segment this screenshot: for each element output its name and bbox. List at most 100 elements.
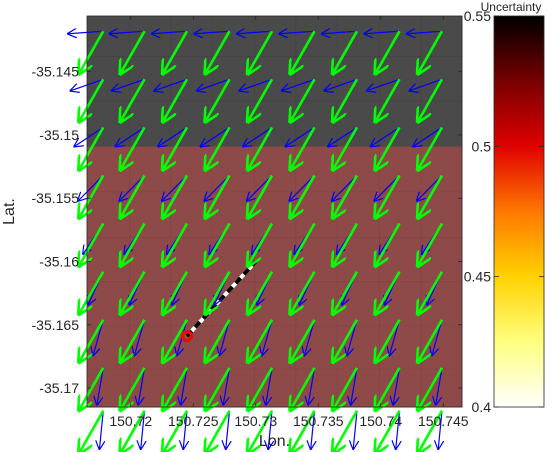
y-tick-label: -35.16 [39, 253, 79, 269]
heatmap-cell [379, 16, 422, 57]
green-arrow [333, 174, 359, 217]
green-arrow [291, 174, 316, 217]
green-arrow [80, 319, 105, 362]
heatmap-cell [379, 369, 422, 408]
blue-arrow [413, 126, 443, 146]
blue-arrow [410, 78, 443, 90]
green-arrow [418, 410, 444, 452]
heatmap-cell [254, 100, 297, 147]
green-arrow [163, 78, 189, 121]
blue-arrow [305, 319, 316, 355]
plot-frame [86, 15, 463, 408]
blue-arrow [197, 78, 230, 90]
heatmap-cell [87, 326, 130, 370]
blue-arrow [353, 410, 357, 449]
x-tick-label: 150.725 [168, 413, 219, 429]
green-arrow [376, 367, 401, 410]
green-arrow [418, 367, 444, 410]
heatmap [87, 16, 463, 408]
green-arrow [333, 78, 359, 121]
green-arrow [163, 270, 189, 314]
blue-arrow [237, 31, 273, 34]
green-arrow [163, 30, 189, 73]
blue-arrow [325, 78, 358, 90]
blue-arrow [158, 126, 188, 146]
heatmap-cell [170, 237, 213, 283]
blue-arrow [262, 319, 273, 355]
green-arrow [248, 174, 274, 217]
green-arrow [376, 222, 401, 266]
blue-arrow [201, 126, 230, 146]
blue-arrow [195, 31, 230, 34]
blue-arrow [226, 410, 230, 449]
green-arrow [248, 367, 274, 410]
green-arrow [376, 270, 401, 314]
green-arrow [206, 174, 231, 217]
blue-arrow [181, 367, 188, 405]
green-arrow [248, 410, 274, 452]
blue-arrow [138, 367, 146, 405]
heatmap-cell [379, 281, 422, 327]
green-arrow [291, 410, 316, 452]
blue-arrow [220, 319, 231, 355]
green-arrow [291, 78, 316, 121]
colorbar: 0.4 0.45 0.5 0.55 Uncertainty [464, 0, 545, 415]
blue-arrow [438, 410, 442, 449]
green-arrow [376, 319, 401, 362]
position-marker [181, 330, 193, 343]
green-arrow [376, 410, 401, 452]
blue-arrow [110, 31, 145, 34]
heatmap-cell [295, 146, 338, 193]
colorbar-title: Uncertainty [481, 0, 542, 14]
heatmap-cell [212, 326, 255, 370]
y-tick-label: -35.145 [32, 64, 80, 80]
green-arrow [80, 222, 105, 266]
blue-arrow [282, 78, 315, 90]
blue-arrow [152, 31, 188, 34]
green-arrow [248, 30, 274, 73]
blue-arrow [120, 175, 145, 200]
green-arrow [121, 367, 146, 410]
colorbar-tick-label: 0.5 [472, 138, 492, 154]
colorbar-tick-label: 0.55 [464, 8, 491, 24]
heatmap-cell [212, 56, 255, 102]
green-arrow [163, 410, 189, 452]
green-arrow [333, 126, 359, 169]
green-arrow [248, 78, 274, 121]
start-marker [181, 330, 193, 343]
x-axis: 150.72 150.725 150.73 150.735 150.74 150.745 [109, 16, 469, 429]
green-arrow [418, 30, 444, 73]
blue-arrow [240, 78, 273, 90]
heatmap-cell [212, 146, 255, 193]
heatmap-cell [379, 326, 422, 370]
colorbar-tick-label: 0.45 [464, 269, 491, 285]
green-arrow [248, 222, 274, 266]
blue-arrow [183, 410, 187, 449]
colorbar-tick-label: 0.4 [472, 399, 492, 415]
green-arrow [121, 78, 146, 121]
green-arrow [163, 126, 189, 169]
heatmap-cell [295, 100, 338, 147]
heatmap-cell [337, 16, 380, 57]
blue-arrow [268, 410, 272, 449]
blue-arrow [286, 126, 315, 146]
heatmap-cell [420, 16, 463, 57]
heatmap-cell [337, 281, 380, 327]
x-axis-label: Lon. [259, 433, 290, 450]
heatmap-cell [254, 191, 297, 238]
heatmap-cell [87, 369, 130, 408]
green-arrow [121, 126, 146, 169]
blue-arrow [266, 367, 273, 405]
colorbar-gradient [493, 15, 545, 408]
blue-arrow [308, 367, 316, 405]
green-arrow [333, 319, 359, 362]
blue-arrow [311, 410, 315, 449]
green-arrow [206, 78, 231, 121]
blue-arrow [112, 78, 145, 90]
green-arrow [206, 319, 231, 362]
blue-arrow [243, 126, 273, 146]
green-arrow [80, 78, 105, 121]
green-arrow [248, 126, 274, 169]
green-arrow [121, 30, 146, 73]
blue-arrow [116, 126, 145, 146]
